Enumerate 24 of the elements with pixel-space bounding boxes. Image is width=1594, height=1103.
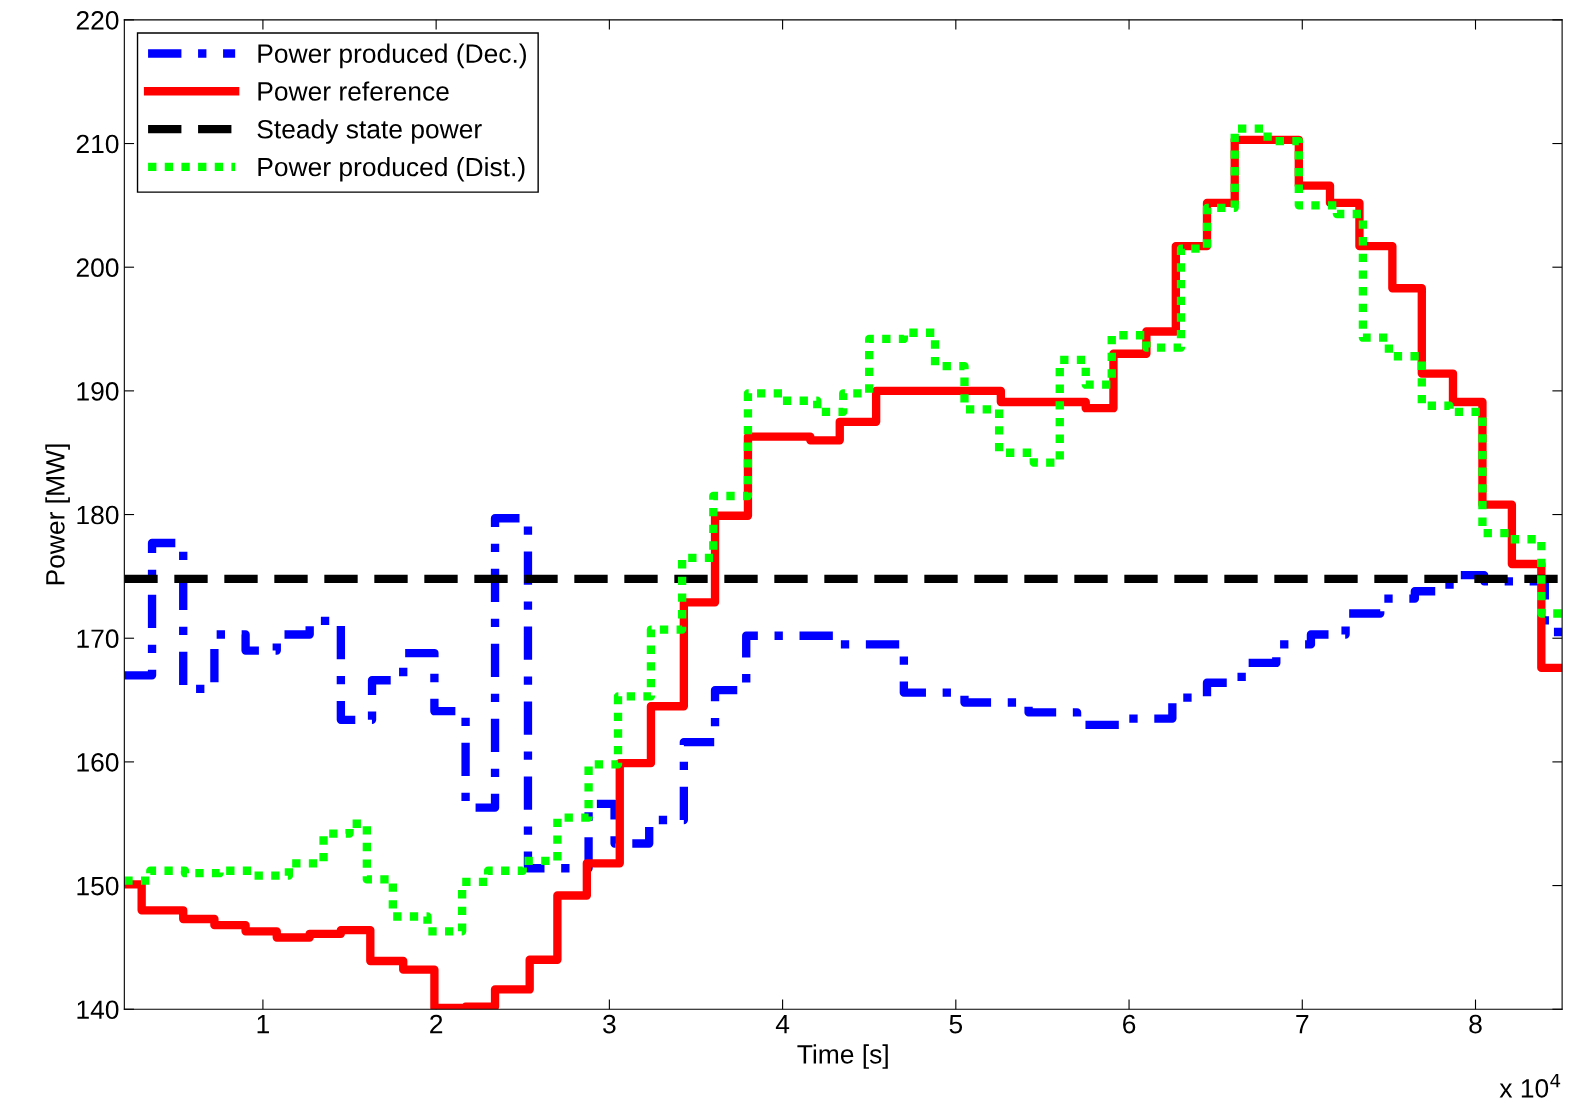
y-tick-label: 210	[76, 134, 119, 154]
legend-label: Power reference	[258, 81, 449, 101]
x-tick-label: 7	[1296, 1015, 1309, 1034]
y-tick-label: 160	[77, 753, 119, 772]
y-tick-label: 190	[77, 382, 119, 401]
x-tick-label: 3	[603, 1014, 616, 1034]
legend-label: Power produced (Dist.)	[258, 156, 525, 182]
text: x 10$^{4}$	[1499, 1073, 1561, 1098]
y-tick-label: 220	[76, 10, 119, 30]
y-tick-label: 170	[77, 629, 119, 649]
x-tick-label: 8	[1469, 1014, 1482, 1034]
x-tick-label: 4	[775, 1015, 790, 1034]
legend-label: Steady state power	[257, 119, 482, 144]
x-tick-label: 6	[1123, 1014, 1136, 1034]
x-tick-label: 1	[257, 1015, 269, 1034]
x-axis-title: Time [s]	[797, 1044, 888, 1069]
y-axis-title: Power [MW]	[45, 444, 70, 585]
y-tick-label: 150	[77, 876, 119, 896]
y-tick-label: 180	[77, 505, 119, 525]
y-tick-label: 200	[76, 258, 119, 278]
legend-label: Power produced (Dec.)	[258, 43, 526, 69]
y-tick-label: 140	[77, 1000, 119, 1020]
x-tick-label: 2	[430, 1014, 443, 1034]
x-tick-label: 5	[949, 1015, 963, 1034]
